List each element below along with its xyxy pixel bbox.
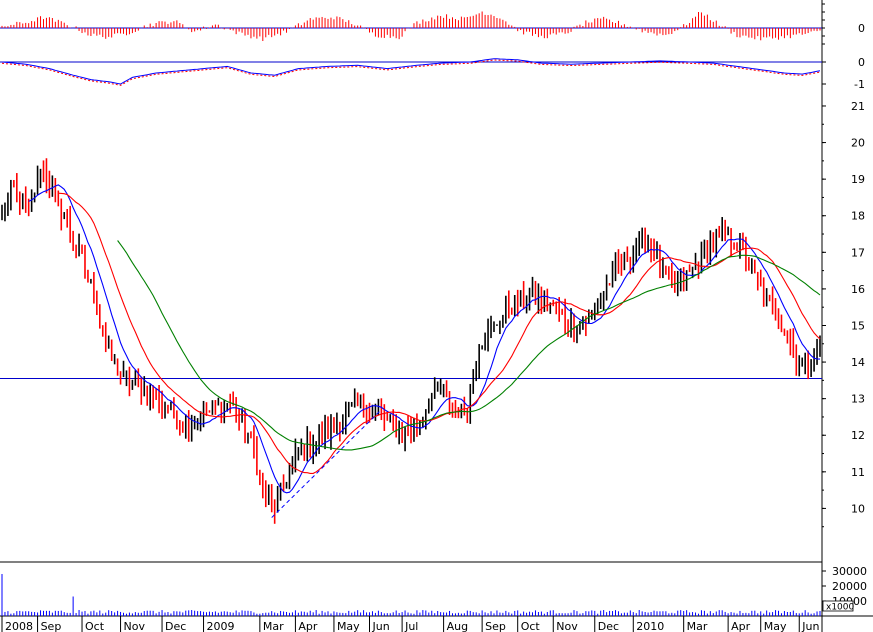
price-tick-label: 11 <box>851 466 865 479</box>
x-tick-label: May <box>764 620 787 632</box>
momentum-panel <box>0 58 822 86</box>
price-tick-label: 13 <box>851 393 865 406</box>
x-tick-label: Apr <box>298 620 318 632</box>
x-tick-label: 2008 <box>5 620 33 632</box>
x-axis: 2008 Sep Oct Nov Dec 2009 Mar Apr May Jun Jul Aug Se… <box>1 616 819 632</box>
momentum-signal-line <box>1 59 821 86</box>
trendline <box>271 409 382 518</box>
volume-tick-label: 20000 <box>832 580 867 593</box>
price-tick-label: 12 <box>851 429 865 442</box>
x-tick-label: Dec <box>165 620 186 632</box>
price-tick-label: 15 <box>851 319 865 332</box>
price-tick-label: 10 <box>851 502 865 515</box>
volume-tick-label: 30000 <box>832 565 867 578</box>
price-tick-label: 18 <box>851 210 865 223</box>
momentum-tick-label: -1 <box>854 78 865 91</box>
x-tick-label: Oct <box>85 620 105 632</box>
oscillator-tick-label: 0 <box>858 22 865 35</box>
x-tick-label: Sep <box>485 620 506 632</box>
x-tick-label: Aug <box>447 620 468 632</box>
x-tick-label: Nov <box>556 620 578 632</box>
volume-panel <box>1 574 821 616</box>
x-tick-label: Mar <box>687 620 708 632</box>
x-tick-label: Jun <box>372 620 390 632</box>
x-tick-label: May <box>337 620 360 632</box>
x-tick-label: Mar <box>263 620 284 632</box>
x-tick-label: Jul <box>404 620 418 632</box>
oscillator-panel <box>0 11 822 42</box>
ma-medium-line <box>58 192 821 474</box>
price-tick-label: 16 <box>851 283 865 296</box>
x-tick-label: Sep <box>41 620 62 632</box>
x-tick-label: Nov <box>124 620 146 632</box>
x-tick-label: 2009 <box>207 620 235 632</box>
x-tick-label: Oct <box>521 620 541 632</box>
x-tick-label: Dec <box>598 620 619 632</box>
momentum-tick-label: 0 <box>858 56 865 69</box>
price-tick-label: 19 <box>851 173 865 186</box>
x-tick-label: 2010 <box>636 620 664 632</box>
price-tick-label: 20 <box>851 137 865 150</box>
volume-unit-label: x1000 <box>826 603 855 613</box>
x-tick-label: Apr <box>731 620 751 632</box>
ma-long-line <box>117 240 821 451</box>
price-tick-label: 21 <box>851 100 865 113</box>
x-tick-label: Jun <box>801 620 819 632</box>
momentum-line <box>1 58 821 85</box>
y-axis: 10111213141516171819202100-1300002000010… <box>822 3 867 613</box>
price-panel <box>0 158 822 524</box>
volume-unit-box <box>822 600 854 612</box>
ma-short-line <box>28 184 821 494</box>
price-tick-label: 14 <box>851 356 865 369</box>
price-tick-label: 17 <box>851 246 865 259</box>
